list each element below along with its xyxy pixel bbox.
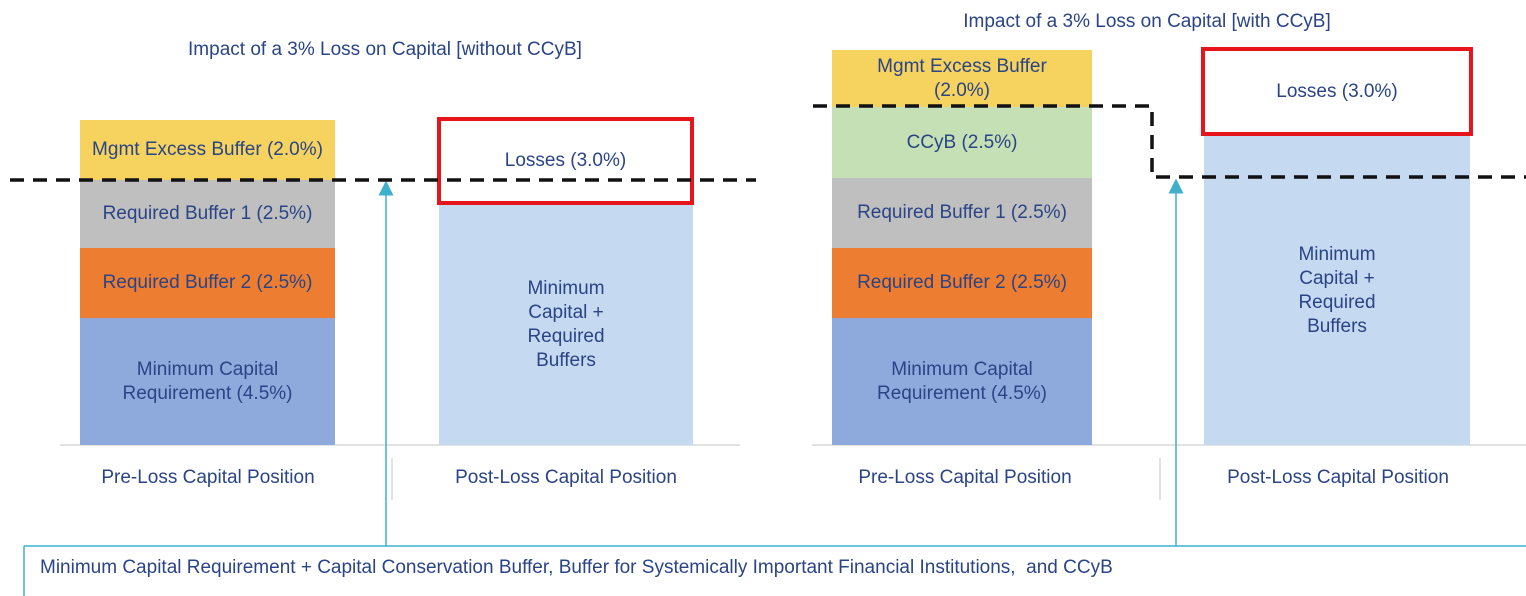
remaining-capital: Minimum Capital + Required Buffers — [439, 205, 693, 445]
bar-label: Pre-Loss Capital Position — [101, 467, 315, 488]
segment: Required Buffer 1 (2.5%) — [832, 178, 1092, 248]
footnote: Minimum Capital Requirement + Capital Co… — [40, 557, 1113, 578]
segment: Mgmt Excess Buffer (2.0%) — [80, 120, 335, 180]
segment: Minimum Capital Requirement (4.5%) — [832, 318, 1092, 445]
bar-label: Post-Loss Capital Position — [1227, 467, 1449, 488]
segment: CCyB (2.5%) — [832, 107, 1092, 178]
segment: Required Buffer 2 (2.5%) — [80, 248, 335, 318]
segment: Mgmt Excess Buffer (2.0%) — [832, 50, 1092, 107]
remaining-capital: Minimum Capital + Required Buffers — [1204, 136, 1470, 445]
bar-label: Pre-Loss Capital Position — [858, 467, 1072, 488]
segment: Minimum Capital Requirement (4.5%) — [80, 318, 335, 445]
panel-title: Impact of a 3% Loss on Capital [without … — [188, 39, 582, 60]
panel-title: Impact of a 3% Loss on Capital [with CCy… — [963, 11, 1331, 32]
losses-box: Losses (3.0%) — [437, 117, 694, 205]
losses-box: Losses (3.0%) — [1201, 47, 1473, 136]
segment: Required Buffer 2 (2.5%) — [832, 248, 1092, 318]
segment: Required Buffer 1 (2.5%) — [80, 180, 335, 248]
bar-label: Post-Loss Capital Position — [455, 467, 677, 488]
